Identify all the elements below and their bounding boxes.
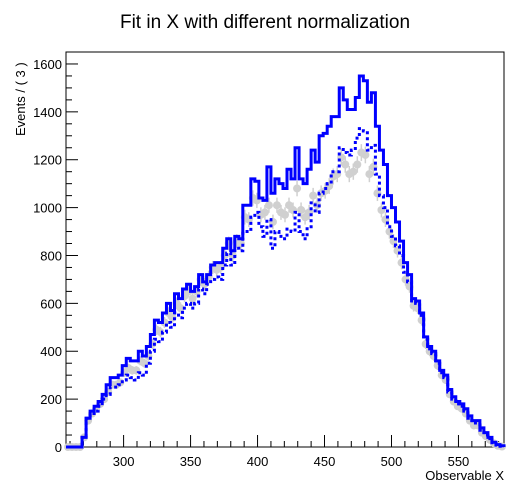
y-tick-label: 0 [55, 440, 62, 455]
x-tick-label: 350 [180, 454, 202, 469]
y-tick-label: 600 [40, 296, 62, 311]
data-point [260, 208, 269, 217]
data-point [309, 191, 318, 200]
data-point [264, 201, 273, 210]
y-tick-label: 1400 [33, 105, 62, 120]
x-axis-label: Observable X [425, 468, 504, 483]
chart-title: Fit in X with different normalization [119, 12, 411, 33]
y-tick-label: 1600 [33, 57, 62, 72]
data-point [349, 167, 358, 176]
data-point [341, 160, 350, 169]
data-point [188, 294, 197, 303]
data-point [297, 206, 306, 214]
plot-frame [65, 51, 505, 448]
series-solid-line [66, 74, 506, 449]
y-tick-label: 1200 [33, 153, 62, 168]
x-tick-label: 550 [448, 454, 470, 469]
data-point [176, 304, 185, 313]
data-point [272, 201, 281, 210]
data-point [401, 275, 410, 284]
y-tick-label: 1000 [33, 201, 62, 216]
data-point [353, 160, 362, 169]
x-tick-label: 300 [113, 454, 135, 469]
y-tick-label: 200 [40, 392, 62, 407]
x-tick-label: 400 [247, 454, 269, 469]
x-tick-label: 450 [314, 454, 336, 469]
series-dotted-line [66, 127, 506, 449]
data-point [293, 184, 302, 193]
data-point [365, 170, 374, 179]
y-tick-label: 800 [40, 248, 62, 263]
x-tick-label: 500 [381, 454, 403, 469]
data-point [361, 150, 370, 159]
y-tick-label: 400 [40, 344, 62, 359]
data-point [281, 210, 289, 219]
